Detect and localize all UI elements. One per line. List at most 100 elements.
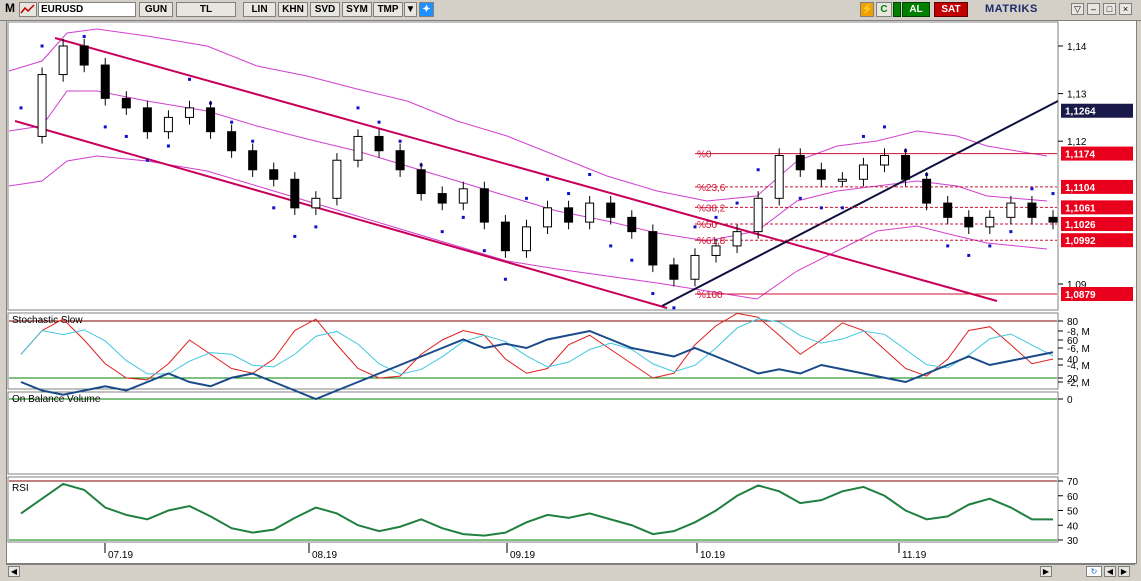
- candle-body: [669, 264, 679, 280]
- sar-dot: [482, 249, 486, 253]
- candle-body: [564, 207, 574, 223]
- candle-body: [100, 64, 110, 99]
- price-tick-label: 1,12: [1067, 137, 1087, 148]
- chart-canvas[interactable]: %0 %23,6 %38,2 %50 %61,8 %100 1,14 1,13 1,12 1,0…: [7, 15, 1136, 563]
- stoch-tick-label: 60: [1067, 336, 1079, 347]
- lightning-icon[interactable]: ⚡: [860, 2, 874, 17]
- candle-body: [774, 154, 784, 199]
- buy-button[interactable]: AL: [902, 2, 930, 17]
- sar-dot: [861, 134, 865, 138]
- obv-tick-label: -4, M: [1067, 361, 1090, 372]
- channel-lower-line: [14, 120, 668, 309]
- nav-left-icon[interactable]: ◀: [1104, 566, 1116, 577]
- sar-dot: [819, 206, 823, 210]
- sar-dot: [377, 120, 381, 124]
- time-axis: 07.19 08.19 09.19 10.19 11.19: [104, 543, 927, 561]
- chevron-down-icon[interactable]: ▼: [404, 2, 417, 17]
- obv-tick-label: -8, M: [1067, 327, 1090, 338]
- sar-dot: [356, 106, 360, 110]
- close-icon[interactable]: ×: [1119, 3, 1132, 15]
- stoch-tick-label: 20: [1067, 374, 1079, 385]
- rsi-line: [20, 482, 1053, 537]
- sar-dot: [798, 196, 802, 200]
- price-panel: [7, 21, 1059, 311]
- khn-button[interactable]: KHN: [278, 2, 308, 17]
- nav-right-icon[interactable]: ▶: [1118, 566, 1130, 577]
- sym-button[interactable]: SYM: [342, 2, 372, 17]
- stochastic-k-line: [20, 312, 1054, 381]
- sar-dot: [461, 215, 465, 219]
- maximize-icon[interactable]: □: [1103, 3, 1116, 15]
- tmp-button[interactable]: TMP: [373, 2, 403, 17]
- sar-dot: [40, 44, 44, 48]
- candle-body: [163, 116, 173, 133]
- candle-body: [627, 216, 637, 233]
- trend-line: [661, 100, 1059, 307]
- stochastic-title: Stochastic Slow: [12, 315, 83, 326]
- sar-dot: [840, 206, 844, 210]
- candle-body: [142, 107, 152, 133]
- candle-body: [880, 154, 890, 166]
- candle-body: [521, 226, 531, 252]
- rsi-panel: [7, 476, 1059, 543]
- sell-button[interactable]: SAT: [934, 2, 968, 17]
- chart-area[interactable]: %0 %23,6 %38,2 %50 %61,8 %100 1,14 1,13 1,12 1,0…: [6, 15, 1137, 564]
- price-tag-label: 1,0879: [1065, 290, 1096, 301]
- symbol-field[interactable]: EURUSD: [38, 2, 136, 17]
- svd-button[interactable]: SVD: [310, 2, 340, 17]
- refresh-icon[interactable]: ↻: [1086, 566, 1102, 577]
- stochastic-d-line: [20, 318, 1054, 375]
- minimize-icon[interactable]: –: [1087, 3, 1100, 15]
- candle-body: [543, 207, 553, 228]
- candle-body: [437, 193, 447, 204]
- candle-body: [690, 254, 700, 280]
- sar-dot: [82, 34, 86, 38]
- candle-body: [943, 202, 953, 218]
- sar-dot: [440, 230, 444, 234]
- sar-dot: [588, 173, 592, 177]
- fib-label: %38,2: [697, 203, 726, 214]
- obv-line: [20, 329, 1054, 401]
- candle-body: [648, 231, 658, 266]
- candle-body: [332, 159, 342, 199]
- sar-dot: [293, 234, 297, 238]
- candle-body: [985, 216, 995, 228]
- restore-icon[interactable]: ▽: [1071, 3, 1084, 15]
- candle-body: [858, 164, 868, 180]
- candle-body: [795, 154, 805, 171]
- sar-dot: [609, 244, 613, 248]
- price-axis: 1,14 1,13 1,12 1,09 1,1264 1,1174 1,1104 1,1061…: [1058, 42, 1133, 301]
- rsi-tick-label: 40: [1067, 521, 1079, 532]
- price-tag-label: 1,1026: [1065, 220, 1096, 231]
- rsi-title: RSI: [12, 483, 29, 494]
- candle-body: [479, 188, 489, 223]
- twitter-bird-icon[interactable]: ✦: [419, 2, 434, 17]
- candle-body: [1027, 202, 1037, 218]
- currency-button[interactable]: TL: [176, 2, 236, 17]
- scroll-right-icon[interactable]: ▶: [1040, 566, 1052, 577]
- time-tick-label: 10.19: [700, 550, 725, 561]
- linear-button[interactable]: LIN: [243, 2, 276, 17]
- fib-label: %100: [697, 290, 723, 301]
- candle-body: [901, 154, 911, 180]
- candle-body: [248, 150, 258, 171]
- obv-tick-label: 0: [1067, 395, 1073, 406]
- obv-tick-label: -6, M: [1067, 344, 1090, 355]
- price-tag-label: 1,1061: [1065, 203, 1096, 214]
- sar-dot: [187, 77, 191, 81]
- c-button[interactable]: C: [876, 2, 892, 17]
- period-button[interactable]: GUN: [139, 2, 173, 17]
- price-tag: [1061, 217, 1133, 232]
- chart-type-icon[interactable]: [19, 2, 37, 17]
- rsi-tick-label: 30: [1067, 536, 1079, 547]
- candle-body: [837, 178, 847, 182]
- candle-body: [290, 178, 300, 209]
- horizontal-scrollbar[interactable]: ◀ ▶ ↻ ◀ ▶: [6, 564, 1135, 579]
- candle-body: [311, 197, 321, 209]
- sar-dot: [967, 253, 971, 257]
- sar-dot: [567, 192, 571, 196]
- price-tag: [1061, 103, 1133, 118]
- obv-axis: 0 -2, M -4, M -6, M -8, M: [1058, 327, 1090, 406]
- scroll-left-icon[interactable]: ◀: [8, 566, 20, 577]
- green-indicator: [893, 2, 901, 17]
